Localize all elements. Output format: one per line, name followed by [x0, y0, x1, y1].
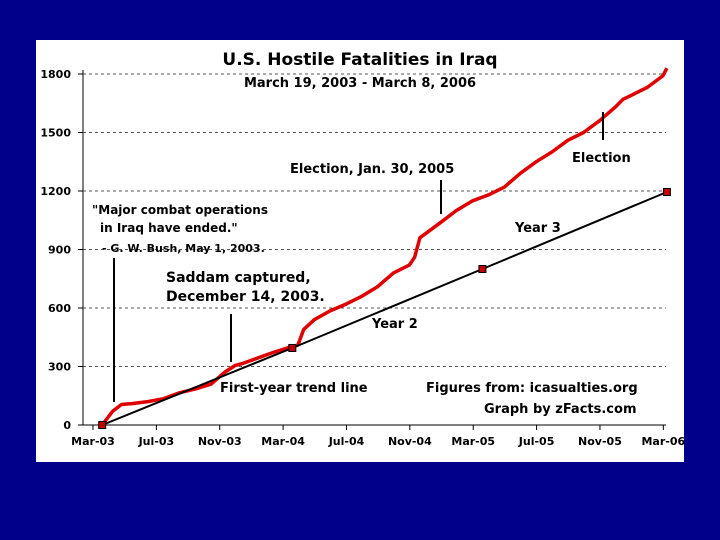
major-combat-quote-line2: in Iraq have ended." — [100, 221, 238, 235]
year2-label: Year 2 — [371, 317, 418, 332]
saddam-captured-line1: Saddam captured, — [166, 270, 311, 286]
major-combat-quote-attribution: - G. W. Bush, May 1, 2003. — [102, 242, 265, 255]
x-tick-label: Mar-03 — [71, 435, 115, 448]
x-tick-label: Mar-06 — [641, 435, 685, 448]
y-tick-label: 600 — [48, 302, 71, 315]
x-tick-label: Jul-03 — [138, 435, 175, 448]
major-combat-quote-line1: "Major combat operations — [92, 203, 268, 217]
x-tick-label: Nov-03 — [198, 435, 242, 448]
y-tick-label: 900 — [48, 244, 71, 257]
x-tick-label: Jul-04 — [328, 435, 365, 448]
y-tick-label: 1500 — [40, 127, 71, 140]
series-line-1 — [101, 191, 668, 426]
trend-marker-1 — [288, 343, 297, 352]
y-tick-label: 0 — [63, 419, 71, 432]
trend-marker-3 — [662, 187, 671, 196]
x-tick-label: Nov-05 — [578, 435, 622, 448]
first-year-trend-label: First-year trend line — [220, 381, 368, 396]
trend-marker-0 — [98, 421, 107, 429]
y-tick-label: 1200 — [40, 185, 71, 198]
year3-label: Year 3 — [514, 221, 561, 236]
election-2005-label: Election, Jan. 30, 2005 — [290, 162, 454, 177]
chart-panel — [36, 40, 684, 462]
trend-marker-2 — [478, 265, 487, 273]
chart-title: U.S. Hostile Fatalities in Iraq — [222, 50, 498, 70]
x-tick-label: Mar-05 — [451, 435, 495, 448]
credit-label: Graph by zFacts.com — [484, 402, 636, 417]
election-label: Election — [572, 151, 631, 166]
x-tick-label: Nov-04 — [388, 435, 432, 448]
y-tick-label: 300 — [48, 361, 71, 374]
x-tick-label: Jul-05 — [518, 435, 555, 448]
y-tick-label: 1800 — [40, 68, 71, 81]
saddam-captured-line2: December 14, 2003. — [166, 289, 325, 305]
x-tick-label: Mar-04 — [261, 435, 305, 448]
chart-subtitle: March 19, 2003 - March 8, 2006 — [243, 76, 477, 91]
series-line-0 — [100, 67, 669, 427]
source-label: Figures from: icasualties.org — [426, 381, 638, 396]
